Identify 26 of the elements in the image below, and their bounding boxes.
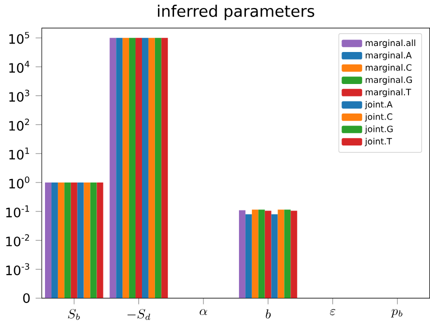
- legend-label: joint.G: [364, 126, 393, 134]
- y-tick-label: 10$^{-1}$: [6, 206, 30, 218]
- y-tick-label: 0: [23, 293, 30, 304]
- x-tick-label: $S_b$: [68, 309, 80, 320]
- y-tick-label: 10$^{2}$: [9, 118, 29, 131]
- legend-label: marginal.all: [366, 40, 416, 48]
- legend-label: marginal.G: [366, 76, 412, 85]
- y-tick-label: 10$^{4}$: [9, 61, 30, 74]
- y-tick-label: 10$^{0}$: [9, 176, 30, 189]
- chart-title: inferred parameters: [158, 5, 314, 20]
- y-tick-label: 10$^{3}$: [9, 90, 30, 102]
- legend-label: joint.T: [364, 138, 392, 146]
- legend-label: marginal.C: [366, 64, 412, 73]
- y-tick-label: 10$^{5}$: [9, 32, 30, 44]
- x-tick-label: $\alpha$: [200, 309, 208, 316]
- y-tick-label: 10$^{-3}$: [6, 263, 30, 276]
- legend-label: marginal.A: [366, 52, 412, 60]
- x-tick-label: $b$: [266, 310, 271, 319]
- y-tick-label: 10$^{-2}$: [6, 234, 29, 247]
- x-tick-label: $\varepsilon$: [330, 309, 336, 316]
- legend-label: joint.A: [364, 101, 393, 110]
- legend-label: joint.C: [364, 113, 392, 122]
- legend-label: marginal.T: [366, 88, 412, 98]
- y-tick-label: 10$^{1}$: [9, 148, 30, 160]
- x-tick-label: $p_b$: [390, 309, 402, 318]
- x-tick-label: $-S_d$: [128, 309, 150, 320]
